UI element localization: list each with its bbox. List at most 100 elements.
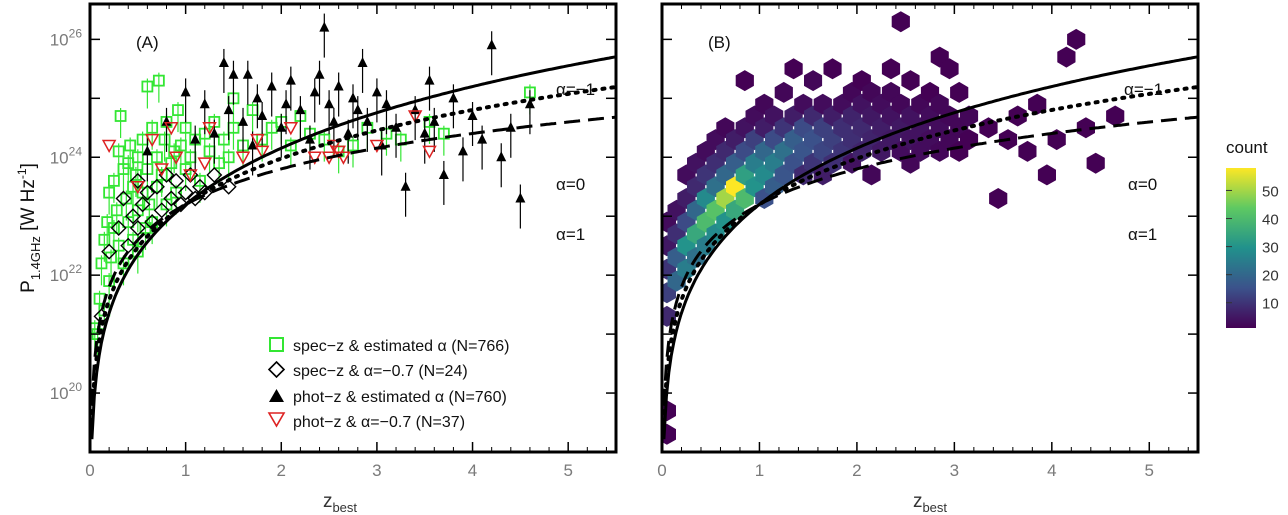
legend-marker-square: [269, 337, 284, 352]
panel-a-alpha-curves: [90, 55, 616, 440]
point-spec-z-estimated: [112, 145, 125, 158]
point-phot-z-fixed: [250, 133, 265, 148]
hexbin-cell: [804, 70, 823, 92]
point-spec-z-estimated: [143, 198, 156, 211]
point-phot-z-fixed: [235, 151, 251, 165]
point-phot-z-estimated: [438, 168, 449, 179]
point-spec-z-fixed: [177, 184, 194, 201]
point-phot-z-estimated: [424, 74, 435, 85]
point-phot-z-estimated: [448, 92, 459, 103]
point-phot-z-fixed: [168, 151, 184, 165]
alpha-curve-dashed: [662, 115, 1198, 405]
point-spec-z-fixed: [172, 196, 189, 213]
y-tick-label: 1022: [50, 262, 83, 285]
hexbin-cell: [979, 117, 998, 139]
point-phot-z-estimated: [515, 192, 526, 203]
point-spec-z-estimated: [114, 110, 127, 122]
point-spec-z-estimated: [437, 127, 450, 140]
point-spec-z-estimated: [179, 121, 192, 134]
x-tick-label: 3: [372, 461, 381, 480]
hexbin-cell: [1106, 105, 1125, 127]
point-phot-z-estimated: [419, 127, 430, 138]
hexbin-cell: [735, 70, 754, 92]
hexbin-cell: [1067, 28, 1086, 50]
point-phot-z-estimated: [467, 110, 478, 120]
point-phot-z-estimated: [142, 145, 153, 156]
panel-a-x-axis-label: zbest: [323, 491, 357, 515]
x-tick-label: 1: [755, 461, 764, 480]
point-phot-z-fixed: [144, 133, 160, 148]
point-phot-z-estimated: [429, 115, 440, 126]
point-spec-z-fixed: [125, 208, 142, 225]
point-spec-z-fixed: [101, 243, 118, 260]
legend-marker-triangle: [269, 389, 284, 402]
point-phot-z-estimated: [410, 104, 421, 115]
point-spec-z-estimated: [108, 222, 120, 234]
point-phot-z-estimated: [238, 115, 249, 126]
point-phot-z-estimated: [400, 180, 411, 191]
x-tick-label: 5: [1145, 461, 1154, 480]
colorbar-tick-label: 20: [1262, 268, 1279, 285]
panel-b-curve-label-alpha-0: α=0: [1128, 175, 1157, 194]
point-spec-z-estimated: [130, 169, 142, 181]
x-tick-label: 5: [563, 461, 572, 480]
point-phot-z-estimated: [295, 104, 306, 115]
point-phot-z-fixed: [154, 163, 169, 177]
hexbin-cell: [774, 81, 793, 103]
point-spec-z-fixed: [196, 184, 213, 201]
panel-a-ticks: 0 1 2 3 4 5 1020 1022 1024 1026: [50, 4, 616, 480]
point-spec-z-fixed: [139, 184, 156, 201]
point-phot-z-fixed: [101, 139, 117, 154]
point-phot-z-estimated: [319, 21, 330, 32]
point-spec-z-estimated: [98, 233, 111, 246]
point-phot-z-estimated: [371, 86, 382, 97]
panel-b-label: (B): [708, 33, 731, 52]
panel-b-curve-label-alpha-1: α=1: [1128, 225, 1157, 244]
point-spec-z-fixed: [134, 196, 151, 213]
point-phot-z-fixed: [183, 169, 198, 183]
point-spec-z-fixed: [129, 172, 146, 189]
point-phot-z-estimated: [180, 86, 191, 97]
colorbar-gradient: [1226, 168, 1256, 328]
legend-marker-triangle-down: [267, 412, 286, 428]
point-spec-z-fixed: [168, 172, 185, 189]
legend-entry-phot-z-fixed: phot−z & α=−0.7 (N=37): [293, 414, 465, 431]
y-tick-label: 1024: [50, 144, 83, 167]
point-phot-z-estimated: [496, 151, 507, 162]
panel-b-alpha-curves: [662, 55, 1198, 440]
legend-entry-spec-z-fixed: spec−z & α=−0.7 (N=24): [293, 363, 468, 380]
point-phot-z-estimated: [285, 74, 296, 85]
legend-entry-spec-z-estimated: spec−z & estimated α (N=766): [293, 338, 509, 355]
hexbin-cell: [881, 58, 901, 80]
hexbin-cell: [950, 81, 969, 103]
y-axis-label: P1.4GHz [W Hz-1]: [15, 163, 43, 293]
point-phot-z-estimated: [304, 133, 315, 144]
colorbar-tick-label: 10: [1262, 296, 1279, 313]
hexbin-cell: [1037, 164, 1056, 186]
point-spec-z-fixed: [148, 178, 165, 195]
point-phot-z-estimated: [333, 80, 344, 91]
panel-a-curve-label-alpha-1: α=1: [556, 225, 585, 244]
panel-a-data-points: [90, 13, 536, 357]
point-phot-z-estimated: [348, 92, 358, 103]
panel-a-curve-label-alpha-minus-1: α=−1: [556, 80, 595, 99]
x-tick-label: 0: [85, 461, 94, 480]
point-phot-z-estimated: [524, 98, 535, 109]
x-tick-label: 4: [1047, 461, 1056, 480]
legend-marker-diamond: [267, 360, 286, 379]
panel-b-ticks: 0 1 2 3 4 5: [657, 4, 1198, 480]
hexbin-cell: [1028, 93, 1047, 115]
point-spec-z-fixed: [153, 202, 170, 219]
x-tick-label: 4: [468, 461, 477, 480]
panel-a-curve-label-alpha-0: α=0: [556, 175, 585, 194]
y-tick-label: 1020: [50, 380, 83, 403]
alpha-curve-solid: [90, 55, 616, 440]
hexbin-cell: [901, 70, 920, 92]
hexbin-cell: [1057, 46, 1076, 68]
point-phot-z-fixed: [422, 145, 437, 159]
point-spec-z-fixed: [163, 190, 180, 207]
point-phot-z-estimated: [357, 56, 368, 67]
x-tick-label: 3: [950, 461, 959, 480]
